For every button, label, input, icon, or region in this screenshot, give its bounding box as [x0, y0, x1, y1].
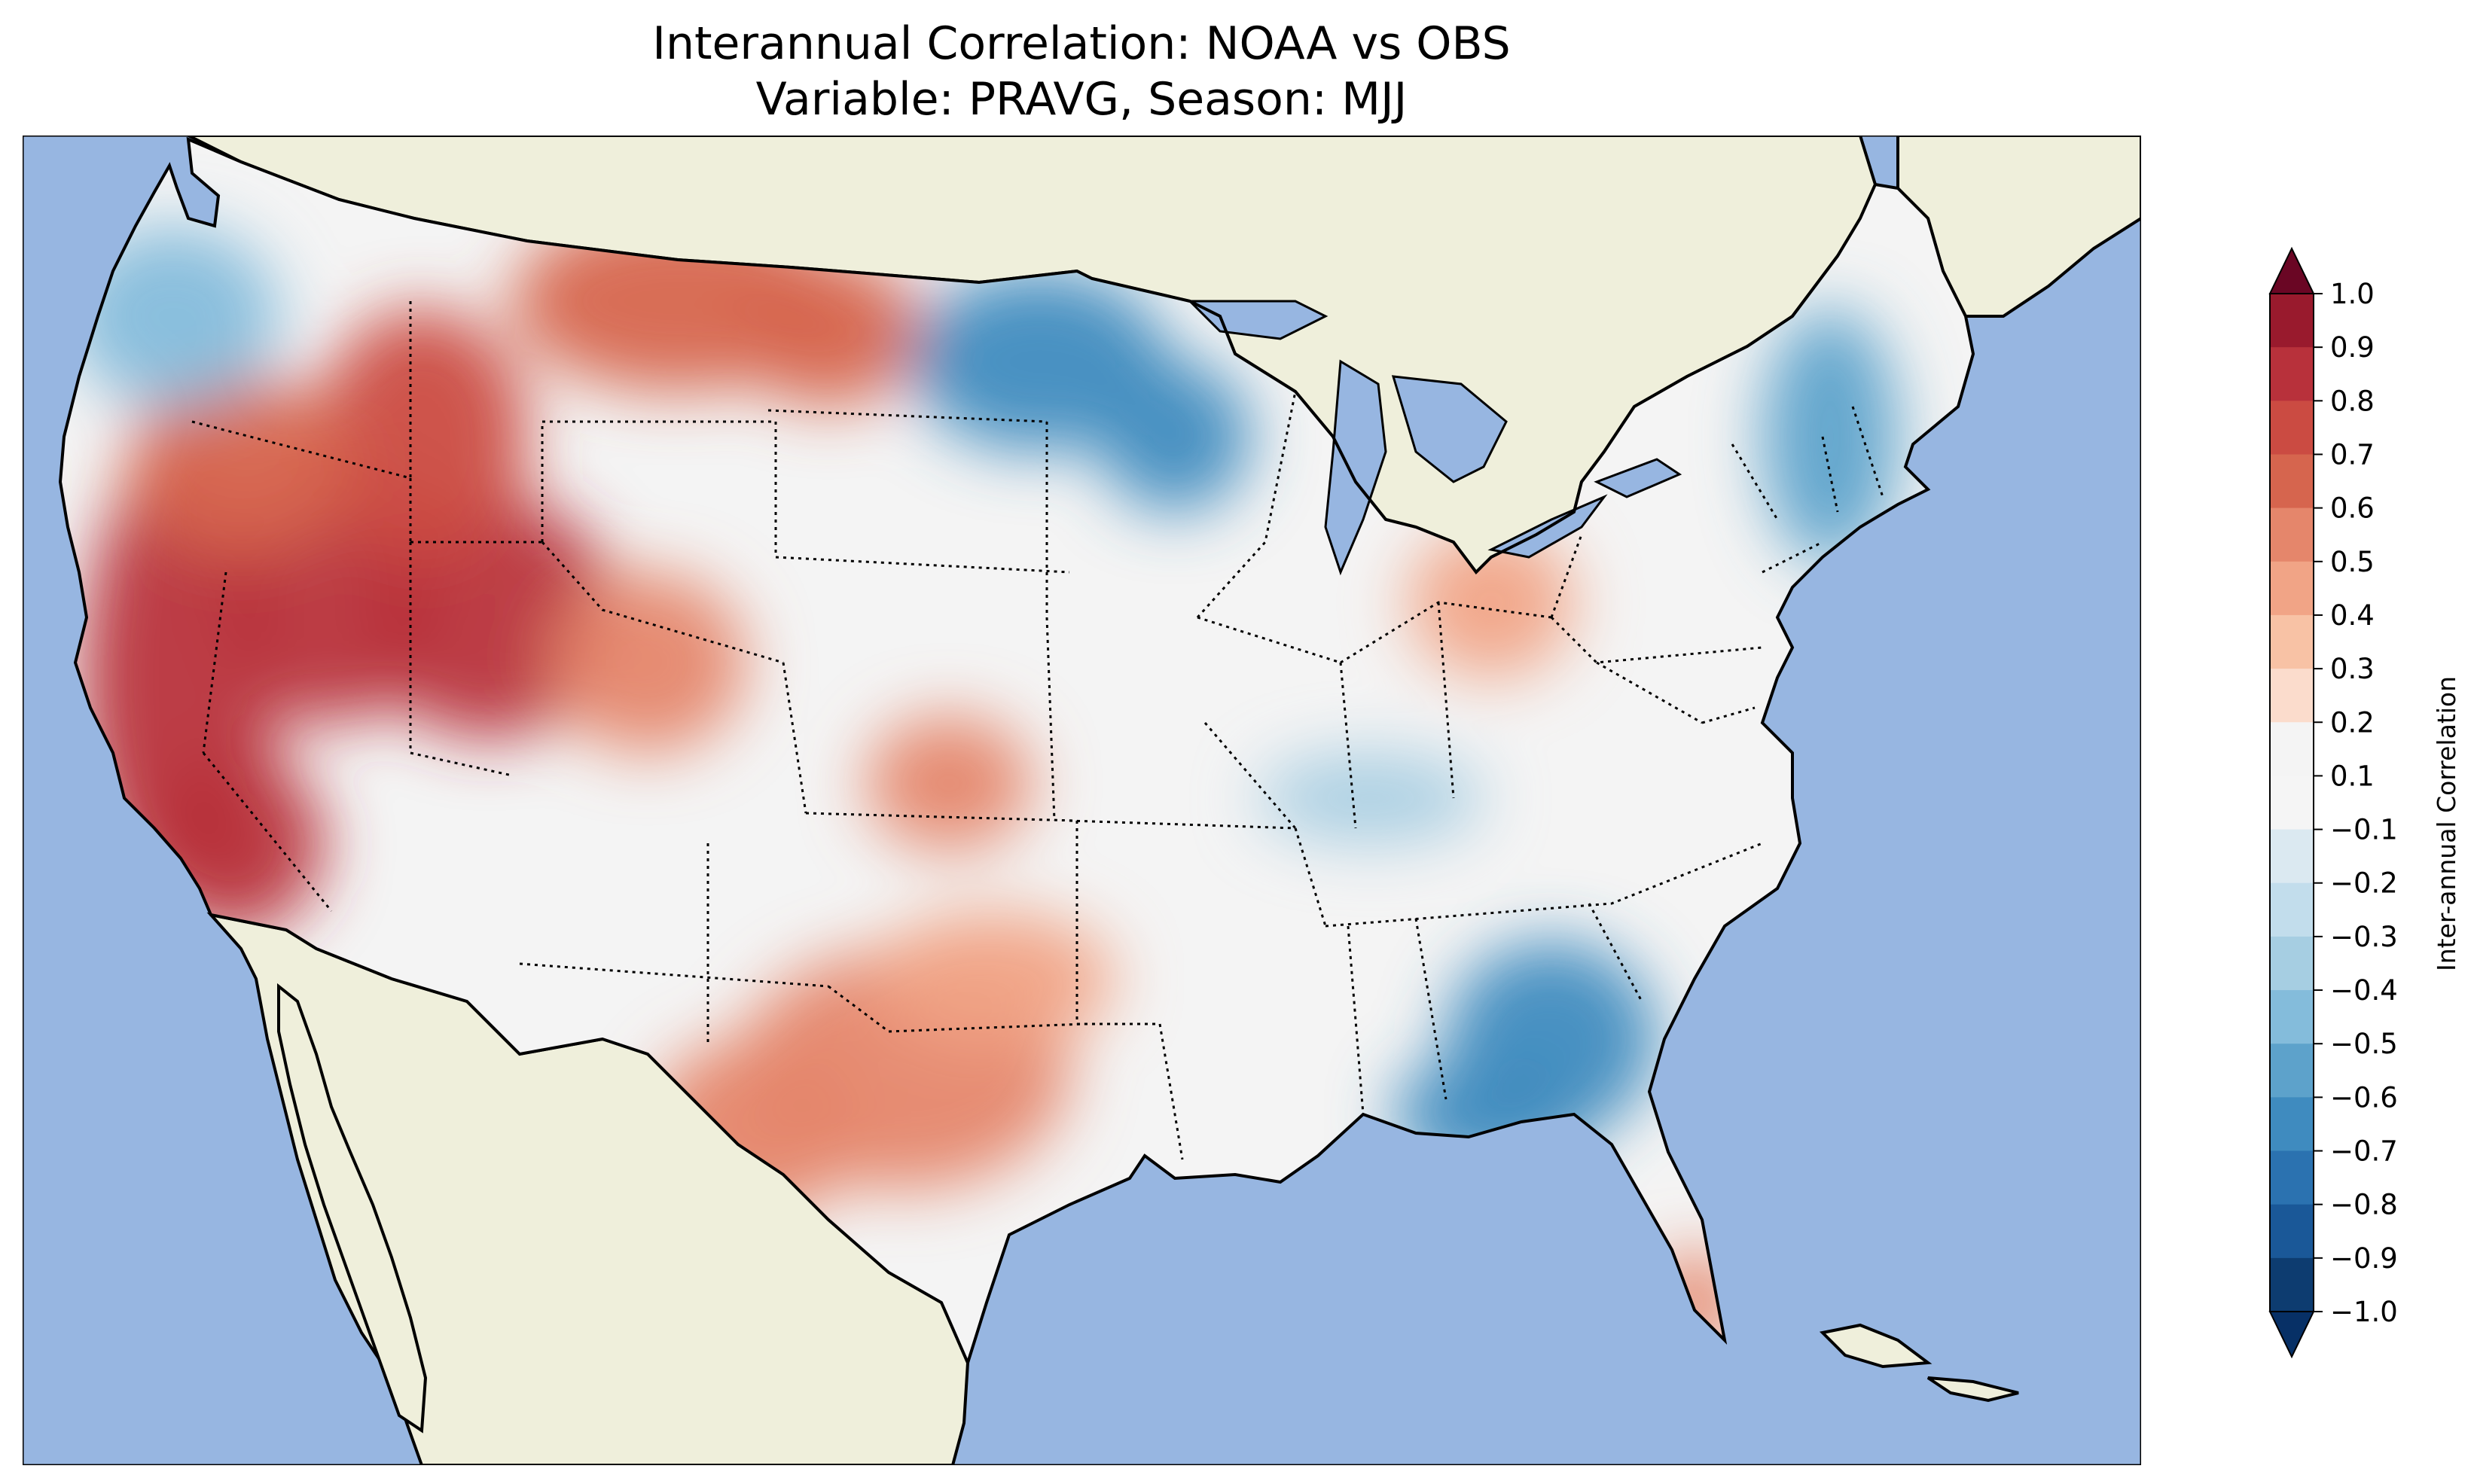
colorbar-tick-label: 0.7	[2330, 438, 2375, 471]
state-border	[1347, 925, 1365, 1115]
colorbar-band	[2270, 776, 2314, 830]
lake	[1391, 375, 1508, 483]
colorbar-tick-label: −0.1	[2330, 814, 2398, 846]
colorbar-tick-label: 0.8	[2330, 385, 2375, 417]
colorbar-band	[2270, 1204, 2314, 1259]
field-hotspot-idaho	[316, 309, 527, 565]
coastline	[58, 136, 1975, 1367]
colorbar-band	[2270, 1044, 2314, 1098]
colorbar-band	[2270, 347, 2314, 401]
colorbar-band	[2270, 507, 2314, 562]
colorbar-tick-label: −1.0	[2330, 1296, 2398, 1328]
colorbar-tick-label: −0.8	[2330, 1189, 2398, 1221]
colorbar-band	[2270, 722, 2314, 776]
colorbar-band	[2270, 1150, 2314, 1205]
colorbar-tick-label: −0.5	[2330, 1028, 2398, 1060]
state-border	[1588, 903, 1643, 1002]
lake	[1594, 458, 1682, 498]
state-border	[1701, 706, 1756, 724]
state-border	[1437, 602, 1455, 799]
field-hotspot-washington	[68, 226, 279, 407]
field-hotspot-ohio	[1408, 527, 1574, 678]
colorbar-band	[2270, 454, 2314, 509]
colorbar-bands	[2268, 246, 2315, 1359]
state-border	[1197, 616, 1341, 664]
colorbar-label: Inter-annual Correlation	[2432, 676, 2461, 971]
colorbar-band	[2270, 936, 2314, 991]
field-hotspot-kentucky	[1258, 753, 1484, 843]
field-hotspot-montana	[738, 256, 919, 407]
colorbar-band	[2270, 561, 2314, 616]
colorbar-ticks: 1.0 0.9 0.8 0.7 0.6 0.5 0.4 0.3 0.2 0.1 −0.1 −0.2 −0…	[2314, 278, 2398, 1328]
colorbar-tick-label: −0.4	[2330, 974, 2398, 1007]
land-cuba	[1819, 1323, 2019, 1403]
field-hotspot-oregon	[128, 376, 354, 557]
colorbar-band	[2270, 1097, 2314, 1152]
colorbar-tick-label: 0.2	[2330, 706, 2375, 739]
state-border	[1596, 661, 1703, 724]
colorbar-tick-label: 0.5	[2330, 546, 2375, 578]
colorbar-extend-min	[2268, 1311, 2315, 1359]
state-border	[782, 662, 807, 814]
colorbar-tick-label: −0.3	[2330, 921, 2398, 953]
state-border	[1325, 842, 1763, 928]
state-border	[519, 962, 829, 988]
colorbar-tick-label: 1.0	[2330, 278, 2375, 310]
state-border	[888, 1022, 1085, 1033]
colorbar-tick-label: −0.6	[2330, 1081, 2398, 1114]
state-border	[541, 420, 776, 542]
colorbar-band	[2270, 294, 2314, 348]
state-border	[1339, 662, 1357, 829]
field-hotspot-kansas	[866, 715, 1032, 851]
field-hotspot-minnesota	[911, 271, 1167, 452]
title-line-2: Variable: PRAVG, Season: MJJ	[756, 73, 1408, 126]
colorbar-tick-label: −0.2	[2330, 867, 2398, 900]
state-border	[828, 985, 889, 1033]
field-hotspot-colorado	[550, 572, 746, 753]
colorbar-band	[2270, 614, 2314, 669]
state-border	[1821, 436, 1839, 513]
colorbar-tick-label: 0.4	[2330, 599, 2375, 632]
colorbar-band	[2270, 401, 2314, 455]
colorbar-tick-label: −0.9	[2330, 1242, 2398, 1275]
colorbar-extend-max	[2268, 246, 2315, 294]
colorbar-tick-label: 0.6	[2330, 492, 2375, 525]
colorbar-band	[2270, 882, 2314, 937]
lake	[1324, 359, 1387, 576]
state-border	[767, 409, 1048, 423]
colorbar-band	[2270, 669, 2314, 723]
colorbar-band	[2270, 829, 2314, 884]
colorbar-band	[2270, 1257, 2314, 1312]
field-hotspot-minnesota	[1100, 361, 1250, 512]
state-border	[409, 542, 513, 777]
colorbar-outline	[2269, 293, 2314, 1312]
field-hotspot-new-england	[1762, 309, 1898, 565]
state-border	[1203, 722, 1297, 829]
state-border	[1196, 391, 1297, 619]
state-border	[1069, 819, 1296, 830]
colorbar-band	[2270, 990, 2314, 1044]
state-border	[1550, 616, 1763, 664]
state-borders	[191, 301, 1884, 1160]
land-baja-california	[277, 983, 428, 1434]
title-line-1: Interannual Correlation: NOAA vs OBS	[652, 17, 1510, 70]
state-border	[1294, 827, 1327, 927]
state-border	[805, 812, 1078, 822]
colorbar-tick-label: −0.7	[2330, 1135, 2398, 1168]
colorbar-tick-label: 0.9	[2330, 331, 2375, 364]
colorbar-tick-label: 0.3	[2330, 653, 2375, 685]
state-border	[1158, 1023, 1184, 1160]
map-panel	[23, 136, 2141, 1465]
state-border	[202, 571, 227, 754]
state-border	[1851, 406, 1884, 498]
colorbar-tick-label: 0.1	[2330, 760, 2375, 792]
colorbar: 1.0 0.9 0.8 0.7 0.6 0.5 0.4 0.3 0.2 0.1 −0.1 −0.2 −0…	[2268, 246, 2461, 1359]
state-border	[541, 541, 784, 664]
state-border	[1414, 918, 1447, 1100]
field-hotspot-oklahoma	[874, 911, 1115, 1047]
